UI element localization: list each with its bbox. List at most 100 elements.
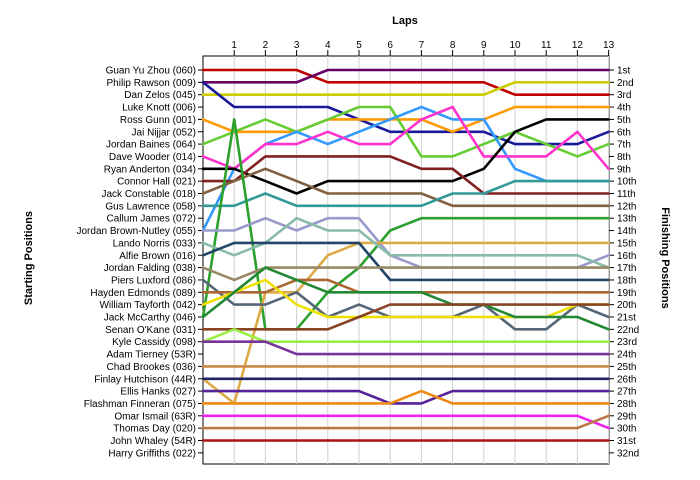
finishing-position-label: 7th bbox=[617, 140, 631, 151]
starting-driver-label: Ellis Hanks (027) bbox=[120, 387, 196, 398]
lap-tick-label: 9 bbox=[481, 40, 487, 51]
finishing-position-label: 4th bbox=[617, 103, 631, 114]
starting-driver-label: Ross Gunn (001) bbox=[120, 115, 196, 126]
starting-driver-label: Hayden Edmonds (089) bbox=[90, 288, 196, 299]
finishing-position-label: 13th bbox=[617, 214, 636, 225]
lap-tick-label: 13 bbox=[603, 40, 615, 51]
finishing-position-label: 20th bbox=[617, 300, 636, 311]
finishing-position-label: 25th bbox=[617, 362, 636, 373]
finishing-position-label: 14th bbox=[617, 226, 636, 237]
starting-driver-label: Jordan Brown-Nutley (055) bbox=[77, 226, 197, 237]
starting-driver-label: Ryan Anderton (034) bbox=[104, 164, 196, 175]
driver-line bbox=[201, 167, 610, 208]
finishing-position-label: 27th bbox=[617, 387, 636, 398]
right-axis-title: Finishing Positions bbox=[659, 207, 671, 308]
finishing-position-label: 32nd bbox=[617, 448, 639, 459]
lap-tick-label: 3 bbox=[294, 40, 300, 51]
finishing-position-label: 10th bbox=[617, 177, 636, 188]
starting-driver-label: Callum James (072) bbox=[107, 214, 196, 225]
driver-line bbox=[201, 81, 610, 96]
driver-line bbox=[201, 105, 610, 232]
starting-driver-label: Thomas Day (020) bbox=[113, 424, 196, 435]
starting-position-labels: Guan Yu Zhou (060)Philip Rawson (009)Dan… bbox=[77, 66, 197, 460]
finishing-position-label: 24th bbox=[617, 350, 636, 361]
starting-driver-label: Dave Wooder (014) bbox=[109, 152, 196, 163]
grid-lines bbox=[198, 56, 614, 464]
starting-driver-label: Guan Yu Zhou (060) bbox=[106, 66, 196, 77]
finishing-position-label: 15th bbox=[617, 238, 636, 249]
driver-line bbox=[201, 68, 610, 96]
left-axis-title: Starting Positions bbox=[23, 211, 35, 305]
starting-driver-label: Harry Griffiths (022) bbox=[108, 448, 196, 459]
driver-line bbox=[201, 118, 610, 195]
finishing-position-label: 29th bbox=[617, 411, 636, 422]
lap-tick-labels: 1 2 3 4 5 6 7 8 9 10 11 12 13 bbox=[231, 40, 615, 56]
starting-driver-label: Jack McCarthy (046) bbox=[104, 313, 196, 324]
starting-driver-label: John Whaley (54R) bbox=[110, 436, 196, 447]
finishing-position-label: 3rd bbox=[617, 90, 631, 101]
starting-driver-label: Gus Lawrence (058) bbox=[105, 201, 196, 212]
driver-line bbox=[201, 241, 610, 282]
lap-tick-label: 2 bbox=[263, 40, 269, 51]
starting-driver-label: Kyle Cassidy (098) bbox=[112, 337, 196, 348]
finishing-position-label: 23rd bbox=[617, 337, 637, 348]
starting-driver-label: Jordan Baines (064) bbox=[106, 140, 196, 151]
driver-line bbox=[201, 303, 610, 331]
finishing-position-label: 31st bbox=[617, 436, 636, 447]
finishing-position-label: 21st bbox=[617, 313, 636, 324]
finishing-position-label: 18th bbox=[617, 275, 636, 286]
lap-tick-label: 6 bbox=[387, 40, 393, 51]
lap-tick-label: 8 bbox=[450, 40, 456, 51]
driver-line bbox=[201, 241, 610, 405]
driver-line bbox=[201, 327, 610, 344]
lap-tick-label: 5 bbox=[356, 40, 362, 51]
starting-driver-label: Senan O'Kane (031) bbox=[105, 325, 196, 336]
lap-tick-label: 10 bbox=[509, 40, 521, 51]
starting-driver-label: Jai Nijjar (052) bbox=[132, 127, 196, 138]
driver-line bbox=[201, 266, 610, 282]
lap-tick-label: 12 bbox=[572, 40, 584, 51]
driver-line bbox=[201, 340, 610, 356]
starting-driver-label: Alfie Brown (016) bbox=[119, 251, 196, 262]
finishing-position-label: 6th bbox=[617, 127, 631, 138]
finishing-position-label: 22nd bbox=[617, 325, 639, 336]
starting-driver-label: Finlay Hutchison (44R) bbox=[94, 374, 196, 385]
finishing-position-label: 26th bbox=[617, 374, 636, 385]
starting-driver-label: Luke Knott (006) bbox=[122, 103, 196, 114]
finishing-position-label: 16th bbox=[617, 251, 636, 262]
finishing-position-label: 9th bbox=[617, 164, 631, 175]
driver-line bbox=[201, 389, 610, 405]
driver-line bbox=[201, 179, 610, 208]
lap-tick-label: 7 bbox=[419, 40, 425, 51]
starting-driver-label: Dan Zelos (045) bbox=[124, 90, 196, 101]
starting-driver-label: William Tayforth (042) bbox=[99, 300, 196, 311]
lap-tick-label: 4 bbox=[325, 40, 331, 51]
lap-tick-label: 11 bbox=[541, 40, 552, 51]
starting-driver-label: Adam Tierney (53R) bbox=[107, 350, 196, 361]
series-group bbox=[201, 68, 610, 442]
starting-driver-label: Chad Brookes (036) bbox=[107, 362, 197, 373]
finishing-position-label: 12th bbox=[617, 201, 636, 212]
driver-line bbox=[201, 216, 610, 269]
starting-driver-label: Jack Constable (018) bbox=[102, 189, 197, 200]
driver-line bbox=[201, 389, 610, 405]
lap-tick-label: 1 bbox=[231, 40, 237, 51]
finishing-position-label: 5th bbox=[617, 115, 631, 126]
driver-line bbox=[201, 155, 610, 195]
starting-driver-label: Connor Hall (021) bbox=[117, 177, 196, 188]
driver-line bbox=[201, 105, 610, 171]
top-axis-title: Laps bbox=[392, 15, 418, 27]
finishing-position-label: 2nd bbox=[617, 78, 634, 89]
finishing-position-label: 1st bbox=[617, 66, 631, 77]
starting-driver-label: Omar Ismail (63R) bbox=[114, 411, 196, 422]
driver-line bbox=[201, 414, 610, 430]
finishing-position-label: 8th bbox=[617, 152, 631, 163]
finishing-position-label: 19th bbox=[617, 288, 636, 299]
driver-line bbox=[201, 414, 610, 430]
driver-line bbox=[201, 266, 610, 331]
finishing-position-label: 11th bbox=[617, 189, 636, 200]
finishing-position-label: 30th bbox=[617, 424, 636, 435]
starting-driver-label: Jordan Falding (038) bbox=[104, 263, 196, 274]
